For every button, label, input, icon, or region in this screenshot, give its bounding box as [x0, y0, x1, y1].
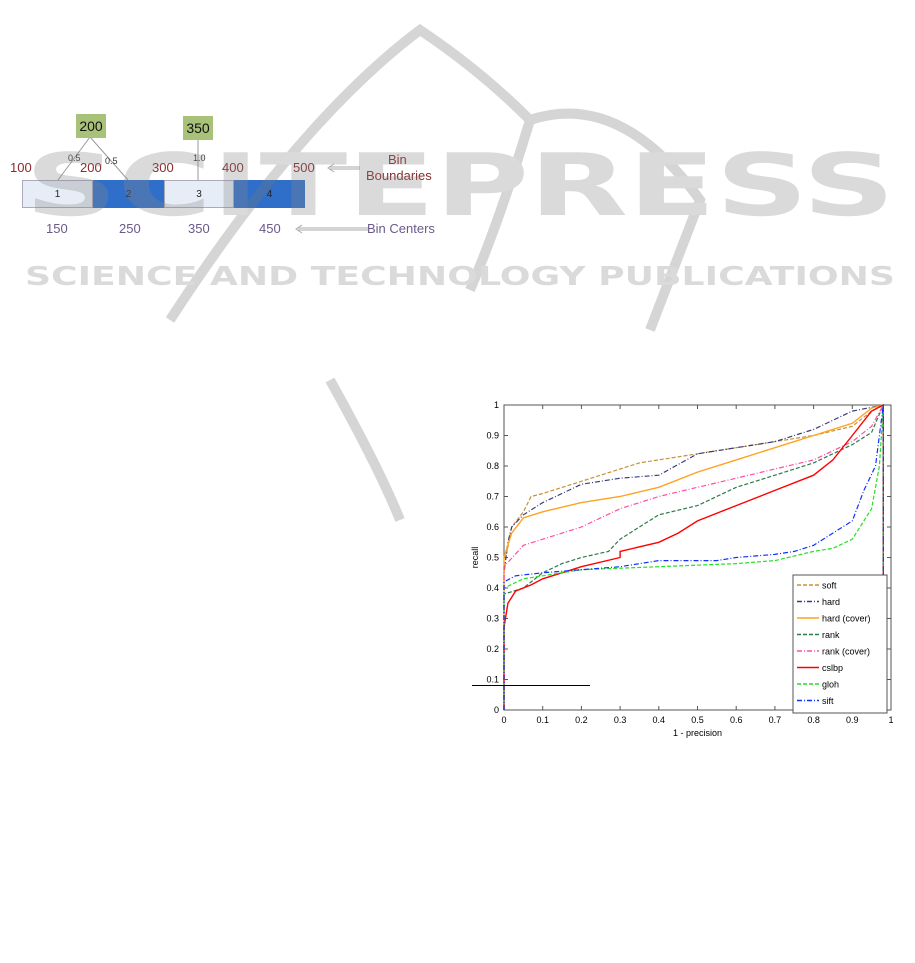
center-label: 150 [46, 221, 68, 236]
watermark-tagline: SCIENCE AND TECHNOLOGY PUBLICATIONS [25, 262, 895, 292]
series-line-hard-cover [503, 404, 884, 710]
bin-centers-label: Bin Centers [367, 221, 435, 236]
center-label: 250 [119, 221, 141, 236]
x-tick-label: 0.8 [807, 715, 820, 725]
center-label: 350 [188, 221, 210, 236]
legend [792, 574, 888, 714]
bin-boundaries-label-2: Boundaries [366, 168, 432, 183]
boundary-label: 300 [152, 160, 174, 175]
legend-label: rank [822, 630, 840, 640]
recall-precision-chart: 0 0.1 0.2 0.3 0.4 0.5 0.6 0.7 0.8 0.9 1 0 0.1 0.2 0.3 0… [470, 400, 894, 738]
weight-line [89, 136, 129, 181]
legend-label: cslbp [822, 663, 843, 673]
y-axis-label: recall [470, 547, 480, 569]
bin-2: 2 [93, 180, 164, 208]
x-tick-label: 0 [501, 715, 506, 725]
x-tick-label: 0.6 [730, 715, 743, 725]
x-tick-label: 0.2 [575, 715, 588, 725]
y-tick-label: 0.8 [486, 461, 499, 471]
x-tick-label: 0.4 [653, 715, 666, 725]
center-label: 450 [259, 221, 281, 236]
y-tick-label: 0 [494, 705, 499, 715]
x-axis-label: 1 - precision [673, 728, 722, 738]
series-line-gloh [503, 404, 884, 710]
series-line-rank [503, 404, 884, 710]
footnote-rule [472, 685, 590, 686]
bin-1: 1 [22, 180, 93, 208]
y-tick-label: 0.7 [486, 492, 499, 502]
y-tick-label: 0.5 [486, 553, 499, 563]
boundary-label: 200 [80, 160, 102, 175]
y-tick-label: 0.3 [486, 614, 499, 624]
boundary-label: 100 [10, 160, 32, 175]
boundaries-arrow [327, 163, 360, 173]
boundary-label: 400 [222, 160, 244, 175]
y-tick-label: 0.9 [486, 431, 499, 441]
bin-3: 3 [164, 180, 234, 208]
y-tick-label: 0.6 [486, 522, 499, 532]
series-line-sift [503, 404, 884, 710]
legend-label: gloh [822, 680, 839, 690]
x-tick-label: 0.5 [691, 715, 704, 725]
legend-label: rank (cover) [822, 647, 870, 657]
series-line-hard [503, 404, 884, 710]
x-tick-label: 0.1 [536, 715, 549, 725]
series-line-soft [503, 404, 884, 710]
centers-arrow [295, 224, 368, 234]
x-tick-label: 0.7 [769, 715, 782, 725]
weight-line [57, 136, 91, 181]
value-box-200: 200 [76, 114, 106, 138]
legend-label: sift [822, 696, 834, 706]
boundary-label: 500 [293, 160, 315, 175]
diagram-connectors [57, 136, 368, 234]
weight-label: 0.5 [68, 153, 81, 163]
y-tick-label: 0.4 [486, 583, 499, 593]
weight-label: 0.5 [105, 156, 118, 166]
legend-label: soft [822, 581, 837, 591]
series-line-cslbp [503, 403, 884, 710]
legend-label: hard (cover) [822, 614, 871, 624]
value-box-350: 350 [183, 116, 213, 140]
y-tick-label: 0.1 [486, 675, 499, 685]
bin-boundaries-label-1: Bin [388, 152, 407, 167]
series-line-rank-cover [503, 404, 884, 710]
x-tick-label: 0.3 [614, 715, 627, 725]
y-tick-label: 1 [494, 400, 499, 410]
bin-4: 4 [234, 180, 305, 208]
y-tick-label: 0.2 [486, 644, 499, 654]
x-tick-label: 1 [888, 715, 893, 725]
x-tick-label: 0.9 [846, 715, 859, 725]
legend-label: hard [822, 597, 840, 607]
weight-label: 1.0 [193, 153, 206, 163]
